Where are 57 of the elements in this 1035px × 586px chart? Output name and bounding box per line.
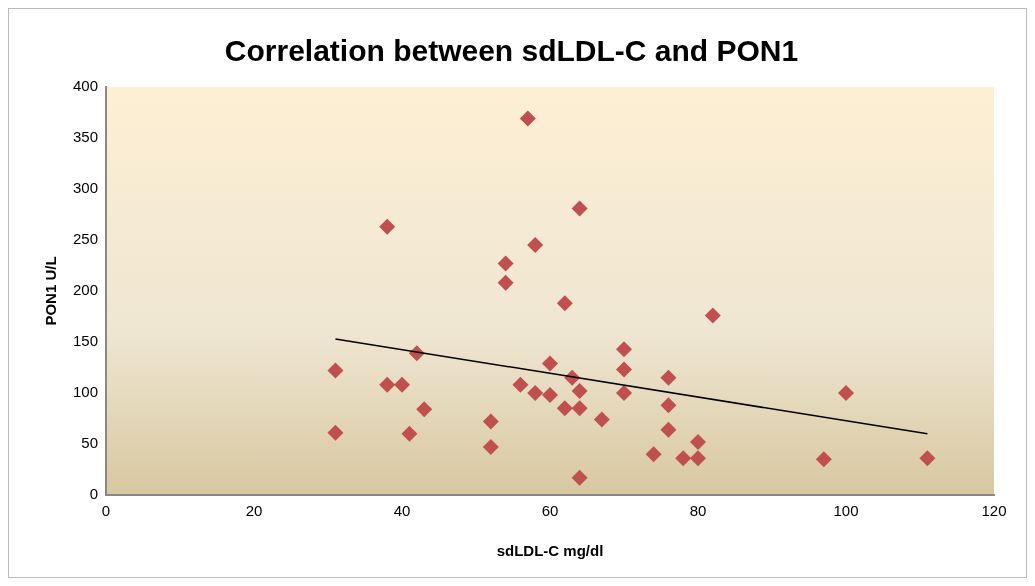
y-tick-label: 50 [81,434,99,452]
point [660,369,677,386]
point [327,362,344,379]
point [660,397,677,414]
x-tick-label: 100 [833,502,859,520]
point [815,451,832,468]
point [571,469,588,486]
y-tick-label: 100 [73,383,99,401]
point [519,110,536,127]
point [556,295,573,312]
point [542,387,559,404]
y-tick-label: 150 [73,332,99,350]
y-tick-label: 350 [73,128,99,146]
point [512,376,529,393]
point [482,413,499,430]
x-tick-label: 80 [689,502,707,520]
point [556,400,573,417]
point [527,385,544,401]
point [327,424,344,441]
point [616,385,633,401]
x-tick-label: 0 [101,502,111,520]
y-tick-label: 0 [89,485,99,503]
point [690,450,707,467]
point [616,341,633,358]
x-tick-label: 120 [981,502,1007,520]
point [571,200,588,217]
x-tick-label: 60 [541,502,559,520]
y-tick-label: 200 [73,281,99,299]
point [542,355,559,372]
point [704,307,721,324]
point [645,446,662,463]
point [394,376,411,393]
point [497,255,514,272]
point [593,411,610,428]
point [416,401,433,418]
point [571,382,588,399]
chart-title: Correlation between sdLDL-C and PON1 [224,34,799,68]
point [379,376,396,393]
x-tick-label: 40 [393,502,411,520]
point [571,400,588,417]
x-tick-label: 20 [245,502,263,520]
y-tick-label: 300 [73,179,99,197]
point [690,433,707,450]
point [379,218,396,235]
point [527,237,544,254]
point [838,385,854,401]
x-axis-title: sdLDL-C mg/dl [496,542,604,560]
point [660,421,677,438]
point [616,361,633,378]
y-axis-title: PON1 U/L [42,256,60,326]
point [675,450,692,467]
point [497,274,514,291]
point [919,450,936,467]
point [482,439,499,456]
y-tick-label: 400 [73,77,99,95]
y-tick-label: 250 [73,230,99,248]
point [401,425,418,442]
